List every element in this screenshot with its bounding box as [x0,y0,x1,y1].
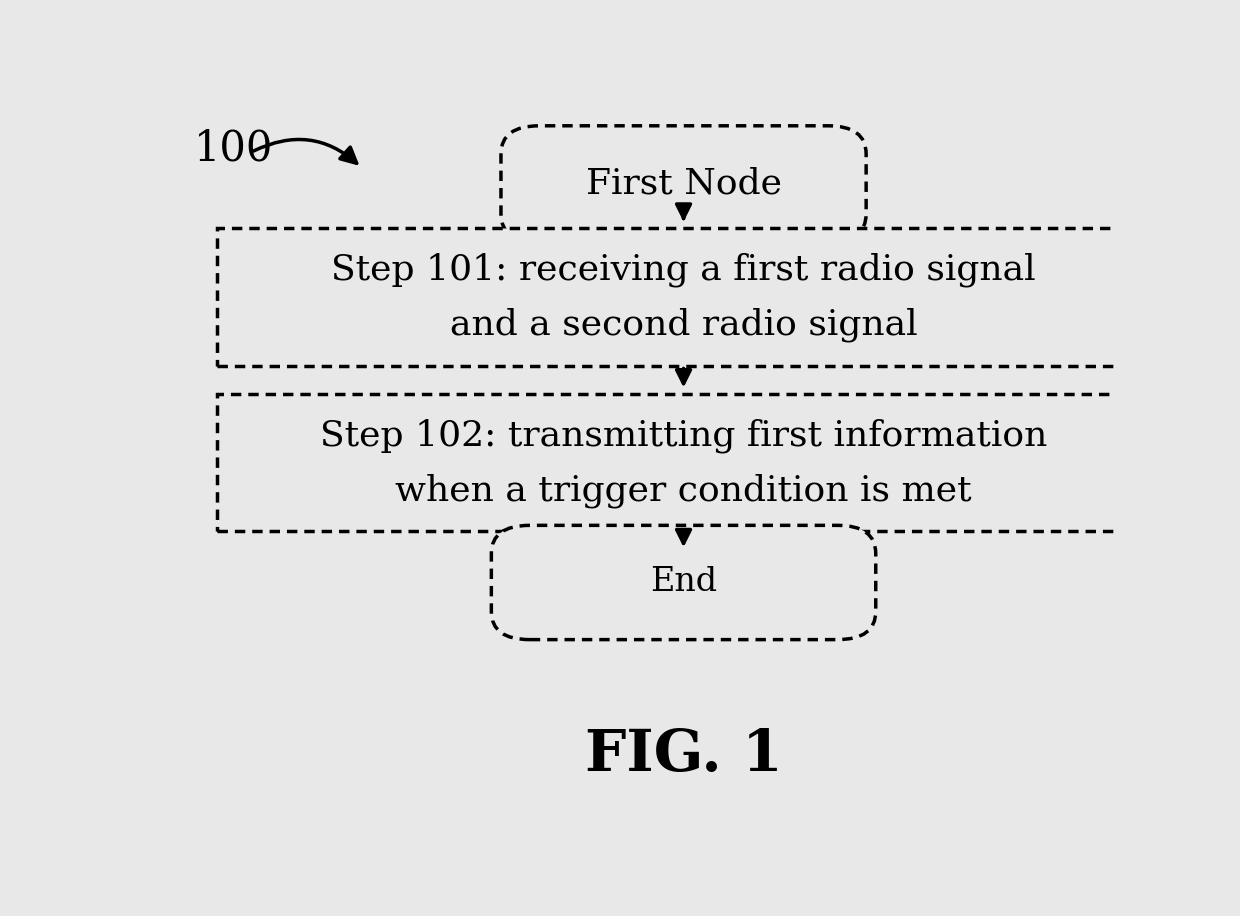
FancyBboxPatch shape [501,125,866,242]
Text: when a trigger condition is met: when a trigger condition is met [396,474,972,508]
FancyBboxPatch shape [217,228,1149,365]
Text: End: End [650,566,717,598]
Text: Step 101: receiving a first radio signal: Step 101: receiving a first radio signal [331,253,1035,288]
FancyBboxPatch shape [217,394,1149,531]
Text: 100: 100 [193,127,273,169]
Text: Step 102: transmitting first information: Step 102: transmitting first information [320,419,1048,453]
FancyBboxPatch shape [491,526,875,639]
Text: and a second radio signal: and a second radio signal [450,308,918,343]
Text: First Node: First Node [585,167,781,201]
Text: FIG. 1: FIG. 1 [585,727,782,783]
